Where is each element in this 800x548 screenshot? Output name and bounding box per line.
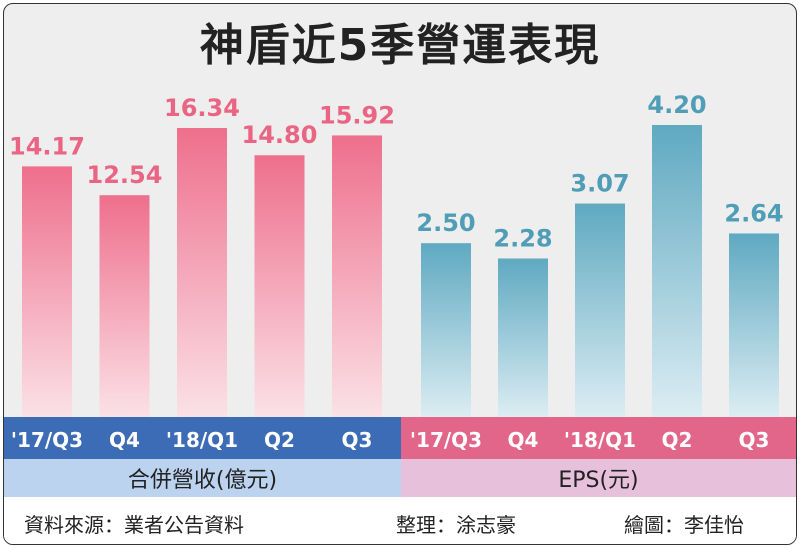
revenue-category-label: Q3 [342, 428, 373, 452]
eps-value-label: 3.07 [570, 170, 629, 198]
eps-category-label: '18/Q1 [564, 428, 636, 452]
eps-axis-band [401, 417, 796, 459]
revenue-value-label: 14.80 [242, 121, 318, 149]
revenue-category-label: '17/Q3 [11, 428, 83, 452]
editor-credit: 整理：涂志豪 [396, 513, 516, 537]
source-credit: 資料來源：業者公告資料 [24, 513, 244, 537]
chart-title: 神盾近5季營運表現 [199, 20, 601, 71]
eps-bar [575, 203, 625, 417]
eps-value-label: 2.50 [416, 209, 475, 237]
footer: 資料來源：業者公告資料 整理：涂志豪 繪圖：李佳怡 [4, 497, 796, 544]
illustrator-credit: 繪圖：李佳怡 [624, 513, 744, 537]
eps-category-label: '17/Q3 [410, 428, 482, 452]
eps-category-label: Q3 [739, 428, 770, 452]
eps-value-label: 2.64 [724, 199, 783, 227]
bar-charts: 14.17 '17/Q3 12.54 Q4 16.34 '18/Q1 14.80 Q2 15.9… [4, 91, 796, 459]
eps-legend: EPS(元) [401, 459, 796, 497]
eps-bar [729, 233, 779, 417]
revenue-bar [254, 155, 305, 417]
eps-bar [498, 258, 548, 417]
eps-category-label: Q4 [508, 428, 539, 452]
revenue-value-label: 15.92 [319, 101, 395, 129]
chart-frame: 神盾近5季營運表現 14.17'17/Q3 12.54 Q4 16.34'18/Q1 1… [3, 3, 797, 545]
eps-series: 2.50 '17/Q3 2.28 Q4 3.07 '18/Q1 4.20 Q2 2.64 Q3 [410, 91, 784, 452]
eps-category-label: Q2 [662, 428, 693, 452]
revenue-category-label: Q2 [264, 428, 295, 452]
revenue-bar [99, 195, 150, 417]
revenue-category-label: '18/Q1 [166, 428, 238, 452]
eps-value-label: 4.20 [647, 91, 706, 119]
eps-bar [652, 125, 702, 417]
eps-value-label: 2.28 [493, 224, 552, 252]
revenue-bar [332, 135, 382, 417]
revenue-value-label: 14.17 [9, 132, 85, 160]
revenue-axis-band [4, 417, 401, 459]
eps-bar [421, 243, 471, 417]
revenue-value-label: 16.34 [164, 94, 240, 122]
revenue-bar [22, 166, 72, 417]
revenue-series: 14.17 '17/Q3 12.54 Q4 16.34 '18/Q1 14.80 Q2 15.9… [9, 94, 395, 452]
revenue-category-label: Q4 [109, 428, 140, 452]
revenue-legend: 合併營收(億元) [4, 459, 401, 497]
revenue-bar [177, 128, 227, 417]
revenue-value-label: 12.54 [87, 161, 163, 189]
